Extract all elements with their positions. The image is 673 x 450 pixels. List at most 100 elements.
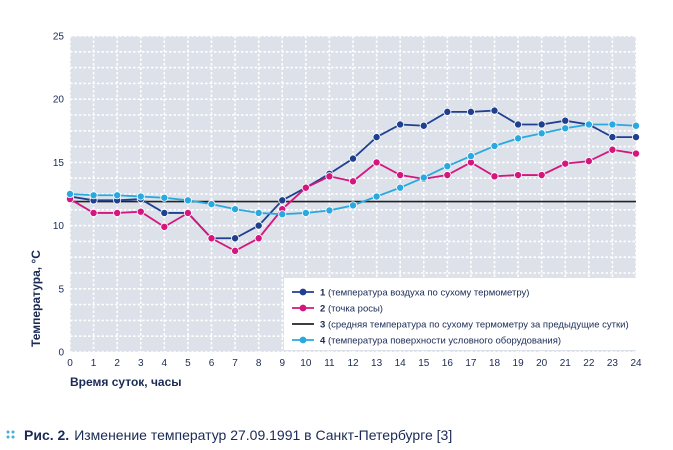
y-axis-title: Температура, °С: [29, 250, 43, 347]
data-point: [231, 246, 240, 255]
x-tick-label: 5: [185, 358, 191, 369]
data-point: [443, 107, 452, 116]
x-tick-label: 1: [91, 358, 97, 369]
data-point: [608, 145, 617, 154]
x-tick-label: 18: [489, 358, 501, 369]
x-tick-label: 20: [536, 358, 548, 369]
legend-entry-3: 3 (средняя температура по сухому термоме…: [320, 320, 629, 331]
data-point: [254, 221, 263, 230]
data-point: [396, 171, 405, 180]
y-tick-label: 10: [53, 221, 65, 232]
data-point: [278, 196, 287, 205]
x-tick-label: 3: [138, 358, 144, 369]
data-point: [372, 133, 381, 142]
data-point: [443, 162, 452, 171]
data-point: [278, 210, 287, 219]
data-point: [443, 171, 452, 180]
legend-box: [284, 278, 636, 350]
y-tick-label: 20: [53, 95, 65, 106]
x-tick-label: 12: [347, 358, 359, 369]
data-point: [207, 200, 216, 209]
legend: 1 (температура воздуха по сухому термоме…: [284, 278, 636, 350]
x-tick-label: 9: [279, 358, 285, 369]
legend-swatch-marker: [299, 288, 307, 296]
data-point: [325, 172, 334, 181]
data-point: [372, 158, 381, 167]
x-tick-label: 14: [395, 358, 407, 369]
data-point: [561, 159, 570, 168]
x-tick-label: 22: [583, 358, 595, 369]
y-tick-label: 5: [58, 284, 64, 295]
data-point: [231, 234, 240, 243]
y-tick-label: 25: [53, 32, 65, 43]
x-axis-title: Время суток, часы: [70, 375, 182, 389]
data-point: [301, 208, 310, 217]
data-point: [66, 189, 75, 198]
series-points-2: [66, 145, 641, 255]
data-point: [160, 222, 169, 231]
x-tick-label: 15: [418, 358, 430, 369]
legend-entry-1: 1 (температура воздуха по сухому термоме…: [320, 288, 529, 299]
data-point: [160, 193, 169, 202]
data-point: [632, 133, 641, 142]
data-point: [113, 191, 122, 200]
x-tick-label: 6: [209, 358, 215, 369]
data-point: [396, 183, 405, 192]
data-point: [160, 208, 169, 217]
data-point: [514, 120, 523, 129]
data-point: [632, 149, 641, 158]
data-point: [608, 120, 617, 129]
data-point: [136, 207, 145, 216]
data-point: [632, 121, 641, 130]
figure-caption-text: Изменение температур 27.09.1991 в Санкт-…: [74, 427, 453, 443]
data-point: [537, 171, 546, 180]
data-point: [136, 192, 145, 201]
data-point: [514, 134, 523, 143]
data-point: [113, 208, 122, 217]
data-point: [348, 154, 357, 163]
x-tick-labels: 0 1 2 3 4 5 6 7 8 9 10 11 12 13 14 15 16 17 18 19 20 21 22 23 24: [67, 358, 642, 369]
data-point: [537, 129, 546, 138]
x-tick-label: 7: [232, 358, 238, 369]
x-tick-label: 24: [630, 358, 642, 369]
series-points-4: [66, 120, 641, 219]
data-point: [514, 171, 523, 180]
data-point: [490, 141, 499, 150]
y-tick-label: 15: [53, 158, 65, 169]
data-point: [254, 208, 263, 217]
y-tick-labels: 0 5 10 15 20 25: [53, 32, 65, 359]
data-point: [419, 173, 428, 182]
data-point: [183, 196, 192, 205]
data-point: [466, 152, 475, 161]
data-point: [419, 121, 428, 130]
data-point: [584, 120, 593, 129]
data-point: [325, 206, 334, 215]
data-point: [348, 201, 357, 210]
data-point: [254, 234, 263, 243]
data-point: [561, 124, 570, 133]
data-point: [372, 192, 381, 201]
y-tick-label: 0: [58, 348, 64, 359]
data-point: [301, 183, 310, 192]
legend-entry-4: 4 (температура поверхности условного обо…: [320, 336, 561, 347]
figure-caption: Рис. 2. Изменение температур 27.09.1991 …: [6, 423, 666, 447]
data-point: [207, 234, 216, 243]
x-tick-label: 10: [300, 358, 312, 369]
data-point: [608, 133, 617, 142]
data-point: [537, 120, 546, 129]
data-point: [89, 191, 98, 200]
x-tick-label: 16: [442, 358, 454, 369]
x-tick-label: 21: [560, 358, 572, 369]
data-point: [490, 106, 499, 115]
figure-label: Рис. 2.: [24, 427, 70, 443]
data-point: [89, 208, 98, 217]
data-point: [561, 116, 570, 125]
data-point: [466, 107, 475, 116]
legend-swatch-marker: [299, 304, 307, 312]
x-tick-label: 19: [513, 358, 525, 369]
data-point: [584, 157, 593, 166]
data-point: [231, 205, 240, 214]
x-tick-label: 8: [256, 358, 262, 369]
